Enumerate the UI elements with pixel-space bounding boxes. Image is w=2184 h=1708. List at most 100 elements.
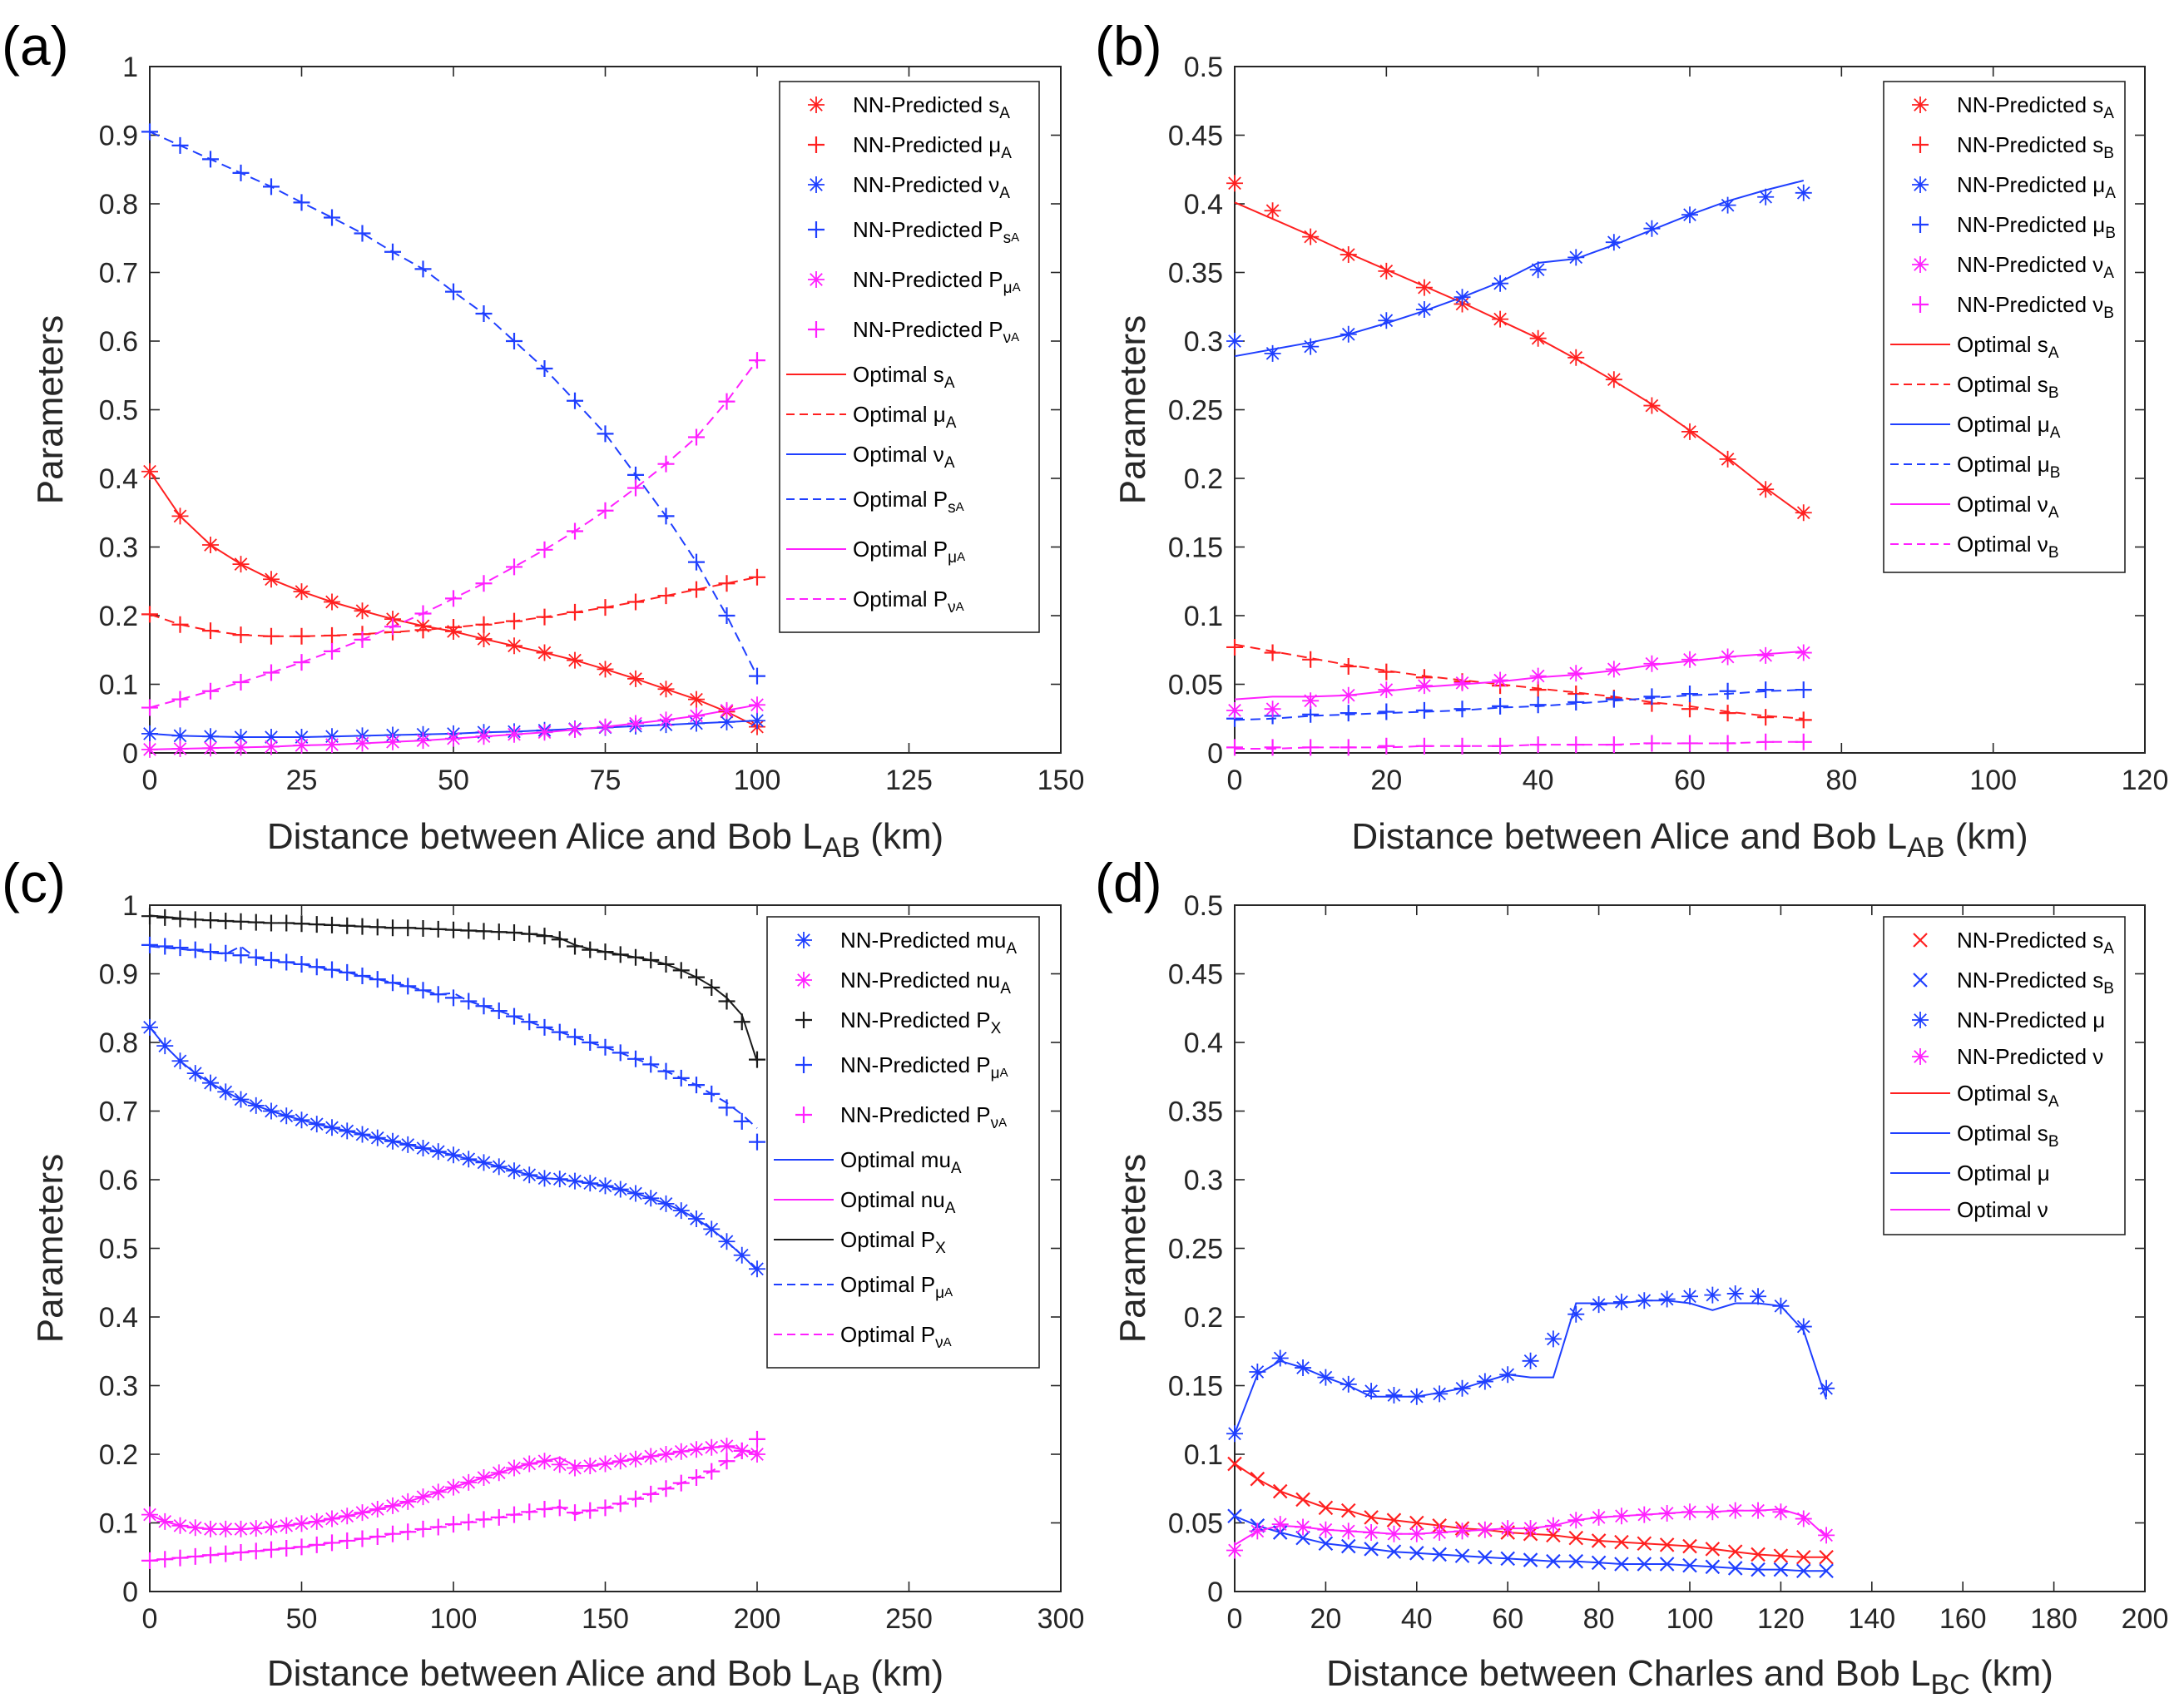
data-point [672, 1443, 690, 1460]
y-tick-label: 0.2 [99, 601, 138, 632]
series-markers-4 [1226, 1502, 1835, 1559]
data-point [1385, 1387, 1403, 1404]
data-point [324, 736, 340, 754]
data-point [688, 1077, 705, 1094]
data-point [1476, 1521, 1493, 1538]
data-point [1454, 737, 1471, 755]
data-point [414, 605, 432, 622]
legend-entry: Optimal sA [1957, 1081, 2059, 1111]
data-point [1340, 1503, 1356, 1518]
data-point [1500, 1551, 1515, 1567]
legend-entry: NN-Predicted μA [1957, 172, 2116, 202]
data-point [1454, 701, 1471, 718]
series-markers-1 [141, 1018, 765, 1278]
data-point [1795, 1510, 1812, 1527]
data-point [141, 936, 158, 953]
legend-entry: Optimal PνA [840, 1322, 952, 1352]
data-point [156, 1512, 174, 1530]
data-point [445, 1146, 462, 1164]
data-point [232, 1520, 250, 1537]
data-point [1614, 1534, 1629, 1550]
data-point [171, 1549, 189, 1567]
data-point [171, 616, 189, 633]
data-point [1757, 646, 1775, 664]
data-point [1567, 665, 1585, 682]
data-point [551, 931, 568, 948]
data-point [490, 1508, 508, 1526]
y-tick-label: 0.25 [1168, 395, 1223, 427]
y-tick-label: 0.5 [99, 1234, 138, 1265]
data-point [582, 1502, 599, 1519]
data-point [1705, 1542, 1721, 1557]
data-point [1818, 1527, 1835, 1544]
data-point [749, 1051, 765, 1068]
data-point [718, 1233, 735, 1250]
data-point [1544, 1330, 1562, 1348]
data-point [1772, 1503, 1790, 1521]
y-tick-label: 0.05 [1168, 1508, 1223, 1540]
data-point [1492, 697, 1509, 715]
data-point [536, 724, 553, 741]
data-point [1408, 1388, 1425, 1405]
legend-marker [795, 1106, 812, 1123]
y-tick-label: 0.7 [99, 258, 138, 290]
data-point [1264, 739, 1281, 756]
data-point [749, 568, 765, 586]
data-point [445, 1516, 462, 1533]
legend-entry: Optimal νB [1957, 532, 2059, 562]
data-point [627, 1185, 644, 1202]
data-point [1454, 289, 1471, 306]
data-point [551, 1023, 568, 1041]
data-point [1226, 638, 1243, 656]
x-tick-label: 60 [1674, 765, 1706, 796]
data-point [1386, 1544, 1402, 1559]
y-tick-label: 0.1 [1184, 601, 1223, 632]
data-point [186, 1519, 204, 1537]
data-point [1415, 279, 1433, 296]
data-point [1681, 1503, 1698, 1521]
data-point [1529, 736, 1547, 754]
data-point [217, 912, 235, 929]
series-line-4 [149, 131, 758, 677]
data-point [1340, 705, 1357, 722]
data-point [384, 618, 401, 636]
data-point [1795, 1563, 1811, 1579]
data-point [506, 1506, 522, 1523]
data-point [324, 626, 340, 644]
data-point [475, 998, 493, 1015]
panel-2: 0 20 40 60 80 100 120 0 0.05 0.1 0.15 0.2 0.25 0.3 0.3… [1095, 15, 2168, 864]
data-point [1682, 1538, 1697, 1554]
data-point [278, 1107, 295, 1125]
data-point [1567, 1305, 1585, 1323]
data-point [232, 947, 250, 964]
data-point [567, 1172, 583, 1190]
data-point [354, 918, 371, 935]
data-point [263, 738, 280, 755]
y-tick-label: 0.05 [1168, 670, 1223, 701]
legend-marker [1912, 216, 1929, 233]
data-point [475, 1511, 493, 1528]
data-point [1612, 1507, 1630, 1525]
data-point [1364, 1542, 1379, 1557]
data-point [1605, 691, 1622, 708]
data-point [1431, 1385, 1449, 1403]
data-point [1719, 648, 1736, 666]
x-axis-label: Distance between Alice and Bob LAB (km) [267, 816, 943, 864]
data-point [339, 917, 356, 934]
data-point [1567, 249, 1585, 266]
data-point [703, 979, 721, 996]
data-point [1363, 1524, 1380, 1542]
data-point [278, 1517, 295, 1534]
data-point [1386, 1512, 1402, 1527]
data-point [354, 967, 371, 984]
x-tick-label: 50 [438, 765, 469, 796]
data-point [1727, 1544, 1743, 1559]
data-point [171, 740, 189, 758]
data-point [1340, 1538, 1356, 1554]
data-point [429, 920, 447, 938]
data-point [1340, 246, 1357, 264]
legend: NN-Predicted sA NN-Predicted sB NN-Predict… [1883, 81, 2126, 573]
data-point [1704, 1503, 1721, 1521]
data-point [567, 522, 583, 540]
data-point [475, 1469, 493, 1487]
